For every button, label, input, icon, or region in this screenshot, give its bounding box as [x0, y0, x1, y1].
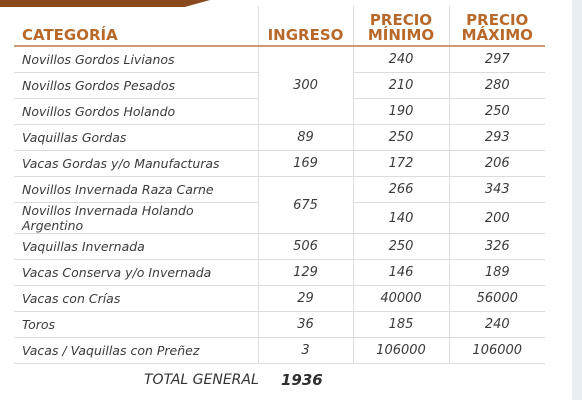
cell-precio-maximo: 189 [448, 259, 545, 286]
cell-categoria: Vacas / Vaquillas con Preñez [14, 337, 258, 364]
cell-precio-maximo: 297 [448, 46, 545, 73]
table-row: Novillos Gordos Livianos 300 240 297 [14, 46, 545, 125]
cell-categoria: Novillos Invernada Holando Argentino [14, 202, 258, 234]
table-header-row: CATEGORÍA INGRESO PRECIO MÍNIMO PRECIO M… [14, 6, 545, 47]
cell-precio-minimo: 250 [352, 233, 449, 260]
table-row: Toros 36 185 240 [14, 311, 545, 338]
cell-categoria: Vacas Gordas y/o Manufacturas [14, 150, 258, 177]
table-row: Novillos Gordos Holando 190 250 [14, 98, 545, 125]
table-row: Vacas Gordas y/o Manufacturas 169 172 20… [14, 150, 545, 177]
cell-precio-maximo: 106000 [448, 337, 545, 364]
header-categoria: CATEGORÍA [14, 6, 258, 47]
right-edge-strip [572, 0, 582, 400]
cell-precio-minimo: 146 [352, 259, 449, 286]
header-precio-maximo: PRECIO MÁXIMO [448, 6, 545, 47]
top-decorative-band [0, 0, 210, 7]
cell-ingreso: 300 [257, 46, 353, 125]
table-row: Vaquillas Invernada 506 250 326 [14, 233, 545, 260]
cell-precio-minimo: 266 [352, 176, 449, 203]
table-row: Vaquillas Gordas 89 250 293 [14, 124, 545, 151]
cell-precio-minimo: 250 [352, 124, 449, 151]
total-value: 1936 [281, 371, 323, 389]
cell-precio-minimo: 240 [352, 46, 449, 73]
cell-precio-maximo: 250 [448, 98, 545, 125]
cell-precio-maximo: 200 [448, 202, 545, 234]
cell-categoria: Novillos Gordos Livianos [14, 46, 258, 73]
cell-categoria: Novillos Gordos Pesados [14, 72, 258, 99]
cell-precio-minimo: 185 [352, 311, 449, 338]
cell-ingreso: 675 [257, 176, 353, 234]
cell-precio-minimo: 210 [352, 72, 449, 99]
cell-ingreso: 169 [257, 150, 353, 177]
cell-precio-maximo: 293 [448, 124, 545, 151]
table-row: Vacas / Vaquillas con Preñez 3 106000 10… [14, 337, 545, 364]
cell-ingreso: 129 [257, 259, 353, 286]
cell-precio-maximo: 56000 [448, 285, 545, 312]
cell-categoria: Novillos Gordos Holando [14, 98, 258, 125]
cell-categoria: Vacas con Crías [14, 285, 258, 312]
cell-precio-maximo: 280 [448, 72, 545, 99]
header-ingreso: INGRESO [257, 6, 353, 47]
table-row: Novillos Invernada Holando Argentino 140… [14, 202, 545, 234]
cell-precio-minimo: 40000 [352, 285, 449, 312]
cell-categoria: Vaquillas Gordas [14, 124, 258, 151]
cell-precio-minimo: 140 [352, 202, 449, 234]
cell-categoria: Vacas Conserva y/o Invernada [14, 259, 258, 286]
cell-precio-minimo: 106000 [352, 337, 449, 364]
cell-ingreso: 89 [257, 124, 353, 151]
cell-categoria: Novillos Invernada Raza Carne [14, 176, 258, 203]
cell-ingreso: 3 [257, 337, 353, 364]
table-row: Vacas con Crías 29 40000 56000 [14, 285, 545, 312]
table-row: Vacas Conserva y/o Invernada 129 146 189 [14, 259, 545, 286]
cell-categoria: Vaquillas Invernada [14, 233, 258, 260]
cell-precio-minimo: 190 [352, 98, 449, 125]
cell-ingreso: 36 [257, 311, 353, 338]
cell-precio-maximo: 240 [448, 311, 545, 338]
table-row: Novillos Invernada Raza Carne 675 266 34… [14, 176, 545, 234]
cell-precio-maximo: 206 [448, 150, 545, 177]
prices-table: CATEGORÍA INGRESO PRECIO MÍNIMO PRECIO M… [14, 6, 545, 364]
cell-precio-maximo: 326 [448, 233, 545, 260]
table-row: Novillos Gordos Pesados 210 280 [14, 72, 545, 99]
total-label: TOTAL GENERAL [144, 372, 259, 388]
cell-ingreso: 29 [257, 285, 353, 312]
cell-ingreso: 506 [257, 233, 353, 260]
header-precio-minimo: PRECIO MÍNIMO [352, 6, 449, 47]
cell-precio-minimo: 172 [352, 150, 449, 177]
cell-precio-maximo: 343 [448, 176, 545, 203]
cell-categoria: Toros [14, 311, 258, 338]
